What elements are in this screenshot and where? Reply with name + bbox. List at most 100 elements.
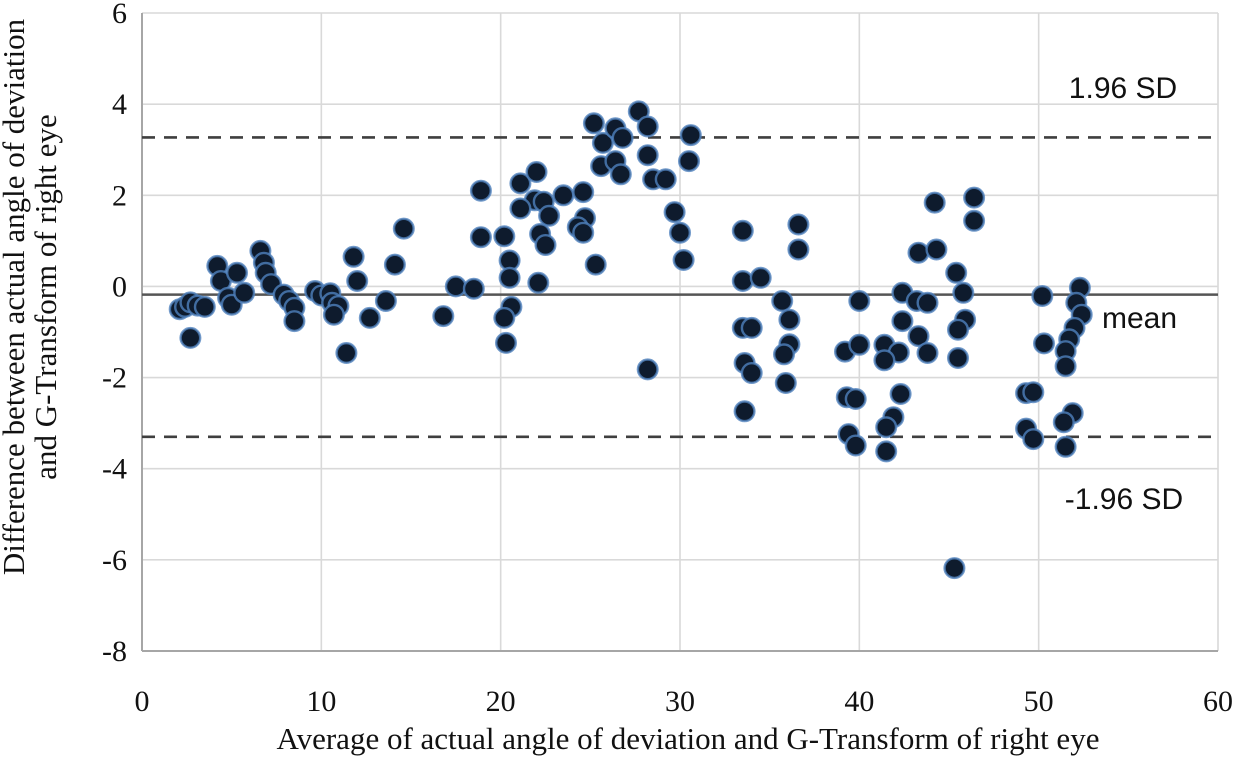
data-point <box>552 184 575 207</box>
data-point <box>534 233 557 256</box>
y-tick-label: 2 <box>112 179 127 212</box>
x-tick-label: 0 <box>135 685 150 718</box>
data-point <box>663 201 686 224</box>
data-point <box>947 347 970 370</box>
data-point <box>572 221 595 244</box>
data-point <box>963 209 986 232</box>
x-tick-label: 10 <box>306 685 336 718</box>
x-tick-label: 40 <box>844 685 874 718</box>
x-tick-label: 30 <box>665 685 695 718</box>
y-tick-label: -6 <box>102 544 127 577</box>
data-point <box>335 342 358 365</box>
data-point <box>1022 428 1045 451</box>
data-point <box>873 349 896 372</box>
data-point <box>731 270 754 293</box>
data-point <box>844 388 867 411</box>
data-point <box>374 290 397 313</box>
data-point <box>787 238 810 261</box>
data-point <box>179 326 202 349</box>
data-point <box>432 305 455 328</box>
data-point <box>233 281 256 304</box>
data-point <box>609 163 632 186</box>
data-point <box>1032 332 1055 355</box>
y-tick-label: -2 <box>102 362 127 395</box>
y-axis-title-line1: Difference between actual angle of devia… <box>0 18 31 575</box>
data-point <box>636 358 659 381</box>
data-point <box>963 186 986 209</box>
data-point <box>493 306 516 329</box>
data-point <box>733 400 756 423</box>
gridlines-layer <box>141 12 1219 652</box>
data-point <box>771 290 794 313</box>
data-point <box>383 253 406 276</box>
y-tick-label: -4 <box>102 453 127 486</box>
data-point <box>773 343 796 366</box>
data-point <box>952 281 975 304</box>
data-point <box>509 197 532 220</box>
lower-loa-label: -1.96 SD <box>1065 483 1183 516</box>
data-point <box>889 383 912 406</box>
data-point <box>875 440 898 463</box>
y-axis-title-line2: and G-Transform of right eye <box>28 114 63 480</box>
data-point <box>1031 285 1054 308</box>
data-point <box>774 372 797 395</box>
data-point <box>740 316 763 339</box>
data-point <box>891 310 914 333</box>
data-point <box>582 112 605 135</box>
data-point <box>636 144 659 167</box>
data-point <box>493 225 516 248</box>
y-tick-label: 0 <box>112 270 127 303</box>
data-point <box>572 181 595 204</box>
data-point <box>469 226 492 249</box>
upper-loa-label: 1.96 SD <box>1069 72 1177 105</box>
data-point <box>848 333 871 356</box>
data-point <box>584 253 607 276</box>
data-point <box>358 306 381 329</box>
data-point <box>1052 411 1075 434</box>
data-point <box>495 331 518 354</box>
data-point <box>538 204 561 227</box>
data-point <box>611 126 634 149</box>
data-point <box>875 416 898 439</box>
data-point <box>498 266 521 289</box>
data-point <box>844 434 867 457</box>
data-point <box>669 221 692 244</box>
data-point <box>342 245 365 268</box>
data-point <box>509 172 532 195</box>
data-point <box>731 219 754 242</box>
data-point <box>444 275 467 298</box>
data-point <box>672 248 695 271</box>
data-point <box>778 308 801 331</box>
y-tick-label: 6 <box>112 0 127 30</box>
data-point <box>916 342 939 365</box>
data-point <box>1022 381 1045 404</box>
data-point <box>945 261 968 284</box>
data-point <box>462 277 485 300</box>
data-point <box>679 124 702 147</box>
data-point <box>678 150 701 173</box>
data-point <box>591 131 614 154</box>
data-point <box>193 295 216 318</box>
y-tick-label: -8 <box>102 635 127 668</box>
data-point <box>925 238 948 261</box>
data-point <box>848 290 871 313</box>
data-point <box>322 303 345 326</box>
data-point <box>636 115 659 138</box>
data-point <box>525 160 548 183</box>
x-tick-label: 60 <box>1203 685 1233 718</box>
data-point <box>392 217 415 240</box>
y-tick-label: 4 <box>112 88 127 121</box>
data-point <box>225 261 248 284</box>
data-point <box>749 266 772 289</box>
data-point <box>654 168 677 191</box>
x-tick-label: 50 <box>1024 685 1054 718</box>
data-point <box>907 241 930 264</box>
data-point <box>283 310 306 333</box>
data-point <box>943 557 966 580</box>
mean-label: mean <box>1102 302 1177 335</box>
data-point <box>947 318 970 341</box>
x-axis-title: Average of actual angle of deviation and… <box>277 721 1100 756</box>
